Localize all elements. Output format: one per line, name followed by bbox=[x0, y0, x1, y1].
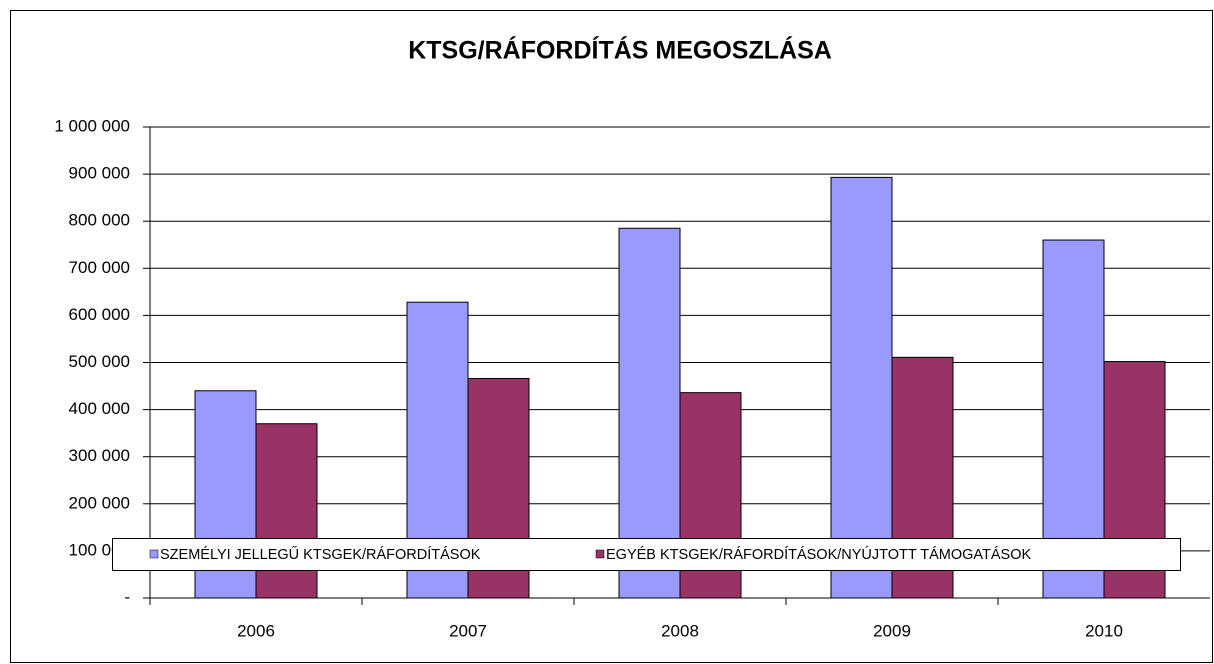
y-tick-label: 1 000 000 bbox=[54, 116, 130, 135]
y-tick-label: 500 000 bbox=[69, 352, 130, 371]
x-tick-label: 2006 bbox=[237, 621, 275, 640]
x-tick-label: 2010 bbox=[1085, 621, 1123, 640]
x-tick-label: 2008 bbox=[661, 621, 699, 640]
y-tick-label: 700 000 bbox=[69, 258, 130, 277]
chart-title: KTSG/RÁFORDÍTÁS MEGOSZLÁSA bbox=[408, 36, 832, 65]
legend-label: EGYÉB KTSGEK/RÁFORDÍTÁSOK/NYÚJTOTT TÁMOG… bbox=[606, 546, 1031, 563]
bar bbox=[255, 423, 318, 599]
x-tick-label: 2009 bbox=[873, 621, 911, 640]
y-tick-label: - bbox=[124, 587, 130, 606]
y-tick-label: 300 000 bbox=[69, 446, 130, 465]
y-tick-label: 400 000 bbox=[69, 399, 130, 418]
legend-swatch bbox=[595, 549, 605, 559]
y-tick-label: 200 000 bbox=[69, 493, 130, 512]
y-tick-label: 600 000 bbox=[69, 305, 130, 324]
legend-box bbox=[112, 538, 1181, 571]
bar bbox=[618, 227, 681, 599]
legend-swatch bbox=[149, 549, 159, 559]
bar bbox=[830, 176, 893, 599]
y-tick-label: 900 000 bbox=[69, 164, 130, 183]
x-tick-label: 2007 bbox=[449, 621, 487, 640]
y-tick-label: 800 000 bbox=[69, 211, 130, 230]
legend-label: SZEMÉLYI JELLEGŰ KTSGEK/RÁFORDÍTÁSOK bbox=[160, 546, 481, 563]
